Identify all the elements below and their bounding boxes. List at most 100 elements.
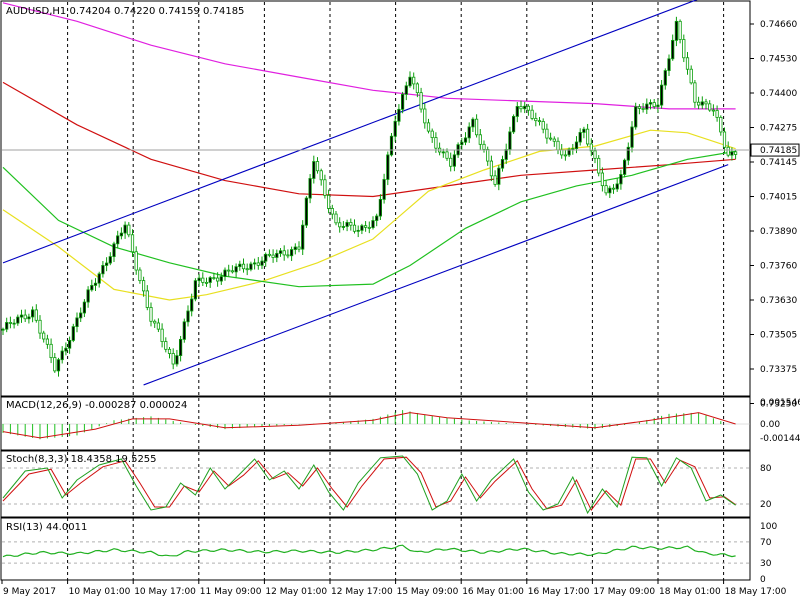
candle [463,132,468,146]
candle [563,150,568,161]
candle [93,278,98,291]
candle [726,141,730,158]
candle [597,155,601,177]
candle [637,104,642,115]
candle [497,165,501,191]
candle-body [549,137,553,140]
candle-body [478,134,482,145]
candle [82,299,86,318]
candle [112,241,116,263]
candle [164,337,168,353]
candle [545,123,549,144]
candle [312,155,316,184]
candle-body [116,235,120,245]
candle [434,132,438,153]
candle-body [593,150,597,159]
candle-body [267,253,272,256]
candle [215,272,220,287]
candle [71,323,75,343]
candle [34,304,38,323]
candle-body [463,137,468,143]
candle [708,100,712,112]
candle-body [400,93,405,110]
candle-body [82,301,86,314]
candle-body [182,321,186,340]
candle [578,128,582,146]
candle-body [626,146,630,161]
candle-body [645,103,649,110]
candle [1,327,5,336]
candle [375,213,379,227]
candle [697,96,701,110]
candle [264,252,268,267]
indicator-level-lines [2,467,750,564]
candle [271,249,275,263]
candle [449,152,453,172]
candle [378,194,383,221]
candle [567,147,571,157]
candle-body [252,262,257,265]
candle [389,132,394,157]
candle [30,306,35,323]
candle [86,286,90,308]
candle [689,65,693,85]
candle-body [289,249,294,257]
candle-body [604,185,608,194]
candle [275,249,279,263]
candle [19,309,24,323]
candle-body [230,270,234,273]
current-price-tag [750,143,800,157]
candle [338,217,342,233]
candle [397,104,401,126]
candle [60,346,64,364]
candle [38,315,42,339]
candle [267,249,272,258]
candle-body [49,343,53,359]
candle [8,316,12,329]
candle [419,87,423,113]
candle [523,101,527,114]
candle-body [378,199,383,217]
candle [467,122,471,143]
candle-body [38,319,42,334]
moving-average-red-line [2,81,736,198]
candle-body [504,149,508,160]
candle-body [27,316,31,320]
candle-body [156,322,160,330]
macd-panel-frame [0,396,751,451]
candle-body [16,316,20,324]
candle-body [641,108,645,110]
candle-body [656,104,660,107]
candle [27,313,31,324]
price-tick-label: 0.74530 [760,55,797,65]
candle-body [42,332,46,340]
candle [315,157,320,174]
candle-body [726,146,730,156]
candle [138,267,142,284]
candle [97,271,101,288]
candle-body [234,266,238,273]
candle-body [282,250,286,256]
candle [534,112,538,127]
candle [493,170,497,187]
candle-body [708,103,712,111]
candle [108,252,112,266]
time-tick-label: 10 May 17:00 [134,587,196,597]
candle [382,173,386,204]
candle [212,272,216,280]
candle-body [393,120,397,137]
candle [171,348,175,370]
candle-body [127,224,131,236]
channel-lower-line [143,164,729,386]
candle-body [264,253,268,262]
candle-body [297,246,301,250]
candle [400,91,405,114]
candle [204,277,209,287]
candle [526,104,531,116]
candle [667,54,671,77]
candle-body [597,157,601,174]
moving-average-magenta-line [2,2,736,110]
candle-body [193,280,197,300]
